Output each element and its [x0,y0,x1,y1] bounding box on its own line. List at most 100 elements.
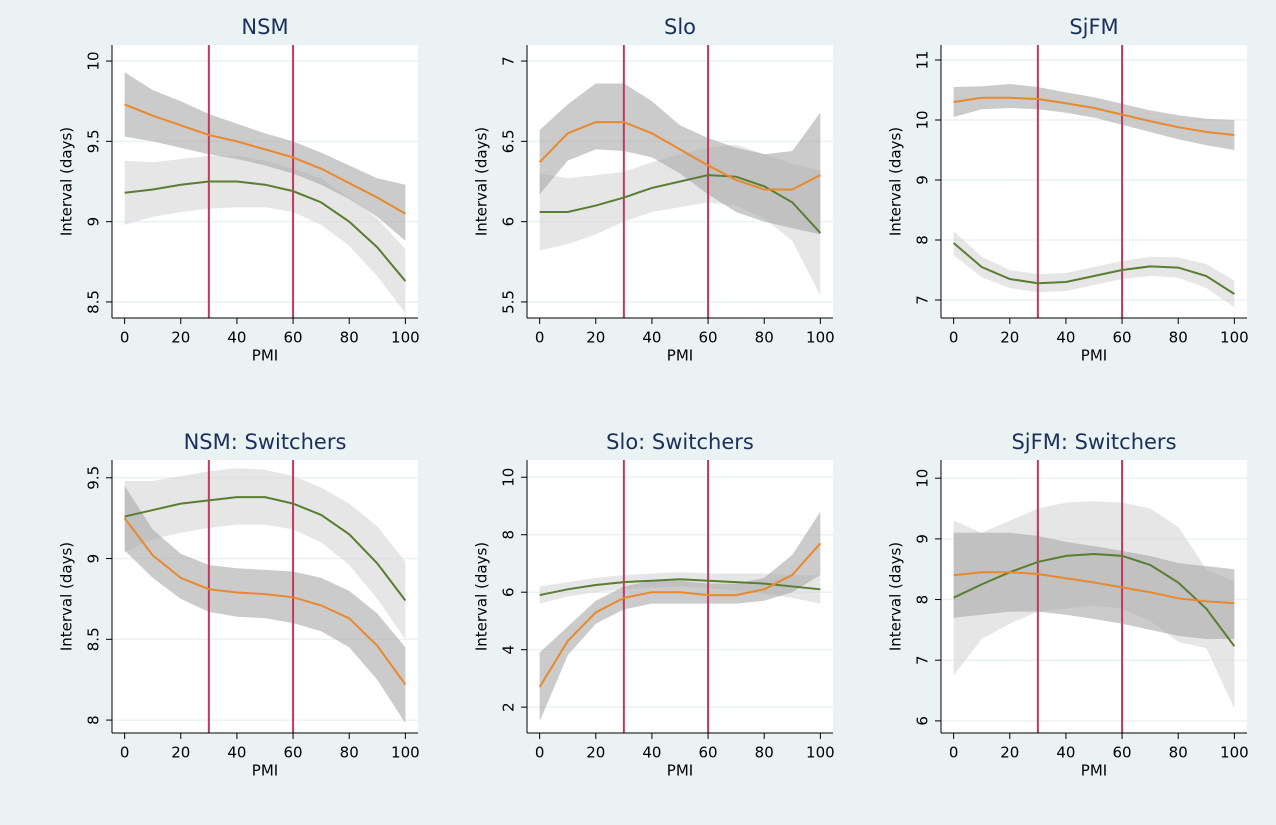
line [953,553,1236,647]
x-tick-label: 0 [120,744,130,762]
x-tick-label: 60 [699,329,718,347]
x-tick-label: 100 [391,329,420,347]
y-axis-label: Interval (days) [58,542,76,651]
x-tick-label: 40 [227,744,246,762]
line [538,121,821,191]
x-tick-label: 20 [586,744,605,762]
chart-title: Slo: Switchers [606,430,754,454]
y-axis-label: Interval (days) [58,127,76,236]
confidence-band [124,485,406,724]
y-tick-label: 6.5 [500,129,518,153]
y-tick-label: 6 [500,587,518,597]
x-tick-label: 0 [949,744,959,762]
x-tick-label: 60 [699,744,718,762]
confidence-band [124,155,406,314]
y-tick-label: 10 [500,468,518,487]
y-tick-label: 8.5 [85,290,103,314]
x-tick-label: 80 [340,329,359,347]
y-axis-label: Interval (days) [887,542,905,651]
y-tick-label: 7 [914,295,932,305]
line [953,571,1235,605]
line [124,180,407,282]
x-tick-label: 60 [1113,744,1132,762]
y-tick-label: 8.5 [85,627,103,651]
y-tick-label: 9.5 [85,466,103,490]
confidence-band [539,572,821,604]
x-tick-label: 40 [642,329,661,347]
chart-title: NSM: Switchers [184,430,347,454]
x-tick-label: 80 [755,329,774,347]
x-tick-label: 80 [1169,744,1188,762]
y-tick-label: 6 [914,716,932,726]
confidence-band [539,511,821,722]
y-tick-label: 6 [500,217,518,227]
x-axis-label: PMI [1081,762,1107,780]
y-axis-label: Interval (days) [473,542,491,651]
panel: 7 8 9 10 11 0 20 40 60 80 100 SjFM PMI Interval (days… [887,15,1249,365]
x-tick-label: 100 [1220,329,1249,347]
y-axis-label: Interval (days) [887,127,905,236]
panel: 8 8.5 9 9.5 0 20 40 60 80 100 NSM: Switchers PMI Int… [58,430,420,780]
chart-title: SjFM [1069,15,1118,39]
x-tick-label: 80 [1169,329,1188,347]
chart-title: NSM [241,15,288,39]
x-tick-label: 20 [586,329,605,347]
y-tick-label: 11 [914,50,932,69]
x-tick-label: 60 [284,744,303,762]
x-tick-label: 20 [171,744,190,762]
x-tick-label: 100 [806,744,835,762]
x-tick-label: 0 [535,329,545,347]
y-tick-label: 8 [85,715,103,725]
confidence-band [953,532,1235,639]
line [124,103,406,215]
y-tick-label: 5.5 [500,290,518,314]
x-axis-label: PMI [667,347,693,365]
x-tick-label: 20 [1000,329,1019,347]
line [952,242,1235,295]
y-tick-label: 10 [85,52,103,71]
x-tick-label: 0 [949,329,959,347]
x-tick-label: 20 [171,329,190,347]
y-tick-label: 8 [914,595,932,605]
line [124,496,407,602]
x-tick-label: 60 [284,329,303,347]
y-tick-label: 9.5 [85,129,103,153]
x-tick-label: 80 [755,744,774,762]
chart-title: SjFM: Switchers [1011,430,1176,454]
confidence-band [953,231,1235,308]
y-tick-label: 9 [914,175,932,185]
x-tick-label: 40 [642,744,661,762]
line [538,542,822,688]
x-tick-label: 0 [120,329,130,347]
x-axis-label: PMI [667,762,693,780]
y-tick-label: 10 [914,110,932,129]
line [539,174,822,234]
x-axis-label: PMI [252,762,278,780]
y-tick-label: 8 [914,235,932,245]
x-tick-label: 60 [1113,329,1132,347]
y-tick-label: 7 [500,56,518,66]
x-tick-label: 40 [227,329,246,347]
panel: 5.5 6 6.5 7 0 20 40 60 80 100 Slo PMI Interval (days… [473,15,835,365]
x-tick-label: 80 [340,744,359,762]
y-tick-label: 7 [914,655,932,665]
y-tick-label: 2 [500,702,518,712]
y-tick-label: 9 [85,217,103,227]
y-tick-label: 10 [914,469,932,488]
y-tick-label: 9 [85,554,103,564]
y-tick-label: 8 [500,530,518,540]
x-tick-label: 0 [535,744,545,762]
x-axis-label: PMI [252,347,278,365]
line [953,96,1235,136]
confidence-band [124,72,406,241]
y-tick-label: 4 [500,645,518,655]
x-tick-label: 40 [1056,744,1075,762]
x-tick-label: 40 [1056,329,1075,347]
y-axis-label: Interval (days) [473,127,491,236]
x-tick-label: 100 [1220,744,1249,762]
x-tick-label: 100 [391,744,420,762]
